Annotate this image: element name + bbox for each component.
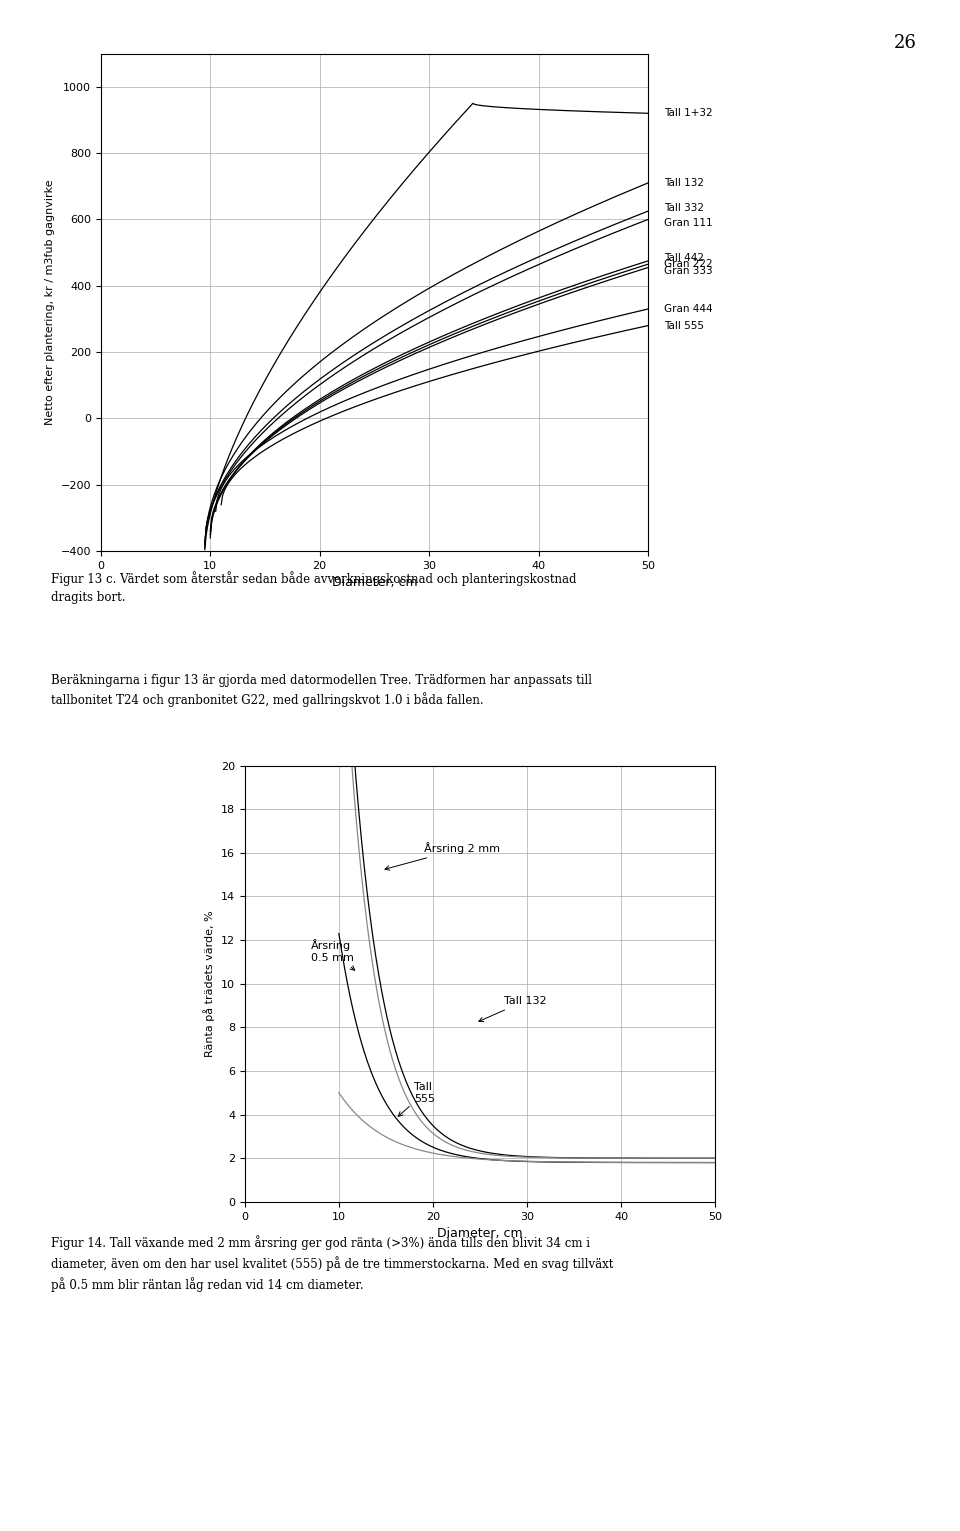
Text: Tall 555: Tall 555	[664, 320, 705, 331]
Y-axis label: Ränta på trädets värde, %: Ränta på trädets värde, %	[204, 911, 215, 1056]
Text: Figur 13 c. Värdet som återstår sedan både avverkningskostnad och planteringskos: Figur 13 c. Värdet som återstår sedan bå…	[51, 571, 576, 603]
Text: Gran 444: Gran 444	[664, 305, 713, 314]
Text: Årsring 2 mm: Årsring 2 mm	[385, 842, 499, 870]
Text: Gran 333: Gran 333	[664, 266, 713, 276]
Text: 26: 26	[894, 34, 917, 52]
Text: Gran 111: Gran 111	[664, 217, 713, 228]
X-axis label: Diameter, cm: Diameter, cm	[437, 1228, 523, 1240]
Text: Tall 442: Tall 442	[664, 253, 705, 263]
X-axis label: Diameter, cm: Diameter, cm	[331, 577, 418, 589]
Text: Tall 332: Tall 332	[664, 202, 705, 213]
Text: Tall
555: Tall 555	[398, 1082, 435, 1116]
Text: Årsring
0.5 mm: Årsring 0.5 mm	[311, 939, 355, 971]
Text: Tall 132: Tall 132	[664, 178, 705, 188]
Text: Tall 1+32: Tall 1+32	[664, 109, 713, 118]
Text: Beräkningarna i figur 13 är gjorda med datormodellen Tree. Trädformen har anpass: Beräkningarna i figur 13 är gjorda med d…	[51, 674, 592, 707]
Y-axis label: Netto efter plantering, kr / m3fub gagnvirke: Netto efter plantering, kr / m3fub gagnv…	[45, 179, 55, 426]
Text: Gran 222: Gran 222	[664, 259, 713, 269]
Text: Figur 14. Tall växande med 2 mm årsring ger god ränta (>3%) ända tills den blivi: Figur 14. Tall växande med 2 mm årsring …	[51, 1236, 613, 1292]
Text: Tall 132: Tall 132	[479, 997, 546, 1021]
